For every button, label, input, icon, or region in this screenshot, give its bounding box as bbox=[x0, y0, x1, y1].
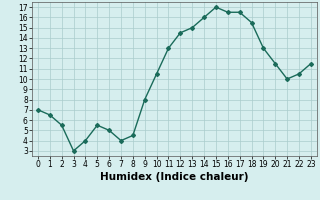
X-axis label: Humidex (Indice chaleur): Humidex (Indice chaleur) bbox=[100, 172, 249, 182]
